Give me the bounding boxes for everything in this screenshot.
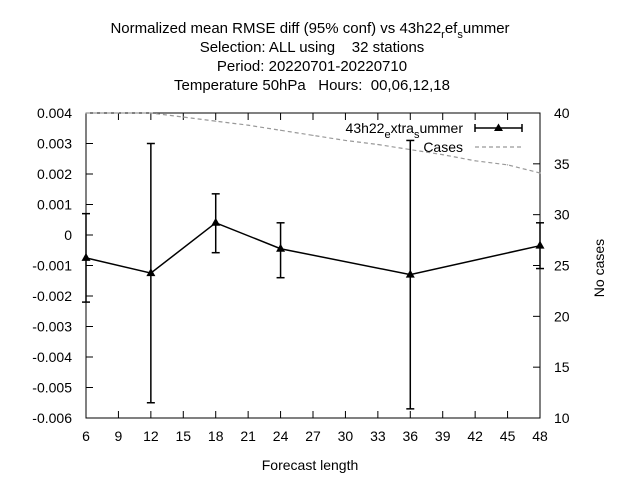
y-axis-left: 0.004 0.003 0.002 0.001 0 -0.001 -0.002 -0.003 -…	[32, 105, 93, 426]
cases-point	[539, 172, 541, 174]
y-left-tick-label: -0.005	[32, 380, 72, 396]
title-line-1: Normalized mean RMSE diff (95% conf) vs …	[110, 20, 509, 41]
legend-swatch-main	[474, 123, 523, 132]
y-left-tick-label: -0.003	[32, 319, 72, 335]
y-axis-right-label: No cases	[591, 239, 607, 297]
legend: 43h22extrasummer Cases	[346, 120, 523, 155]
data-point	[211, 217, 221, 226]
x-tick-label: 27	[305, 428, 321, 444]
cases-point	[312, 134, 314, 136]
legend-label-main: 43h22extrasummer	[346, 120, 464, 141]
y-right-tick-label: 10	[554, 410, 570, 426]
y-right-tick-label: 20	[554, 308, 570, 324]
cases-point	[344, 139, 347, 142]
title-line-3: Period: 20220701-20220710	[217, 58, 407, 75]
cases-point	[442, 154, 444, 156]
x-tick-label: 30	[338, 428, 354, 444]
x-tick-label: 45	[500, 428, 516, 444]
x-axis-label: Forecast length	[262, 457, 359, 473]
data-point	[535, 240, 545, 249]
title-line-2: Selection: ALL using 32 stations	[200, 39, 425, 56]
cases-line	[86, 112, 541, 174]
data-point	[146, 268, 156, 277]
cases-point	[182, 116, 184, 118]
data-point	[276, 243, 286, 252]
x-tick-label: 21	[240, 428, 256, 444]
legend-label-cases: Cases	[423, 139, 463, 155]
y-left-tick-label: -0.001	[32, 258, 72, 274]
chart-title: Normalized mean RMSE diff (95% conf) vs …	[110, 20, 509, 94]
main-line	[85, 221, 541, 276]
y-left-tick-label: -0.004	[32, 349, 72, 365]
y-left-tick-label: 0.002	[37, 166, 72, 182]
data-point	[81, 252, 91, 261]
cases-point	[377, 143, 379, 146]
series-main	[81, 139, 545, 410]
y-left-tick-label: 0	[64, 227, 72, 243]
y-right-tick-label: 35	[554, 156, 570, 172]
x-tick-label: 12	[143, 428, 159, 444]
y-left-tick-label: -0.006	[32, 410, 72, 426]
cases-point	[117, 112, 120, 114]
x-tick-label: 42	[467, 428, 483, 444]
x-tick-label: 36	[402, 428, 418, 444]
y-left-tick-label: 0.001	[37, 197, 72, 213]
cases-point	[150, 112, 152, 114]
cases-point	[85, 112, 87, 114]
x-tick-label: 6	[82, 428, 90, 444]
x-tick-label: 9	[115, 428, 123, 444]
y-right-tick-label: 30	[554, 207, 570, 223]
y-right-tick-label: 15	[554, 359, 570, 375]
cases-point	[506, 164, 509, 166]
y-right-tick-label: 25	[554, 258, 570, 274]
cases-point	[215, 120, 217, 122]
x-tick-label: 18	[208, 428, 224, 444]
y-left-tick-label: 0.003	[37, 136, 72, 152]
x-tick-label: 48	[532, 428, 548, 444]
cases-point	[279, 129, 282, 131]
cases-point	[247, 124, 249, 126]
x-tick-label: 39	[435, 428, 451, 444]
plot-area	[85, 112, 541, 419]
data-point	[405, 269, 415, 278]
cases-point	[474, 160, 476, 162]
y-left-tick-label: -0.002	[32, 288, 72, 304]
x-axis: 6 9 12 15 18 21 24 27 30 33 36 39 42 45 48	[82, 113, 548, 444]
x-tick-label: 24	[273, 428, 289, 444]
y-left-tick-label: 0.004	[37, 105, 72, 121]
x-tick-label: 33	[370, 428, 386, 444]
x-tick-label: 15	[175, 428, 191, 444]
y-right-tick-label: 40	[554, 105, 570, 121]
series-cases	[85, 112, 541, 174]
y-axis-right: 40 35 30 25 20 15 10	[533, 105, 570, 426]
title-line-4: Temperature 50hPa Hours: 00,06,12,18	[174, 77, 450, 94]
